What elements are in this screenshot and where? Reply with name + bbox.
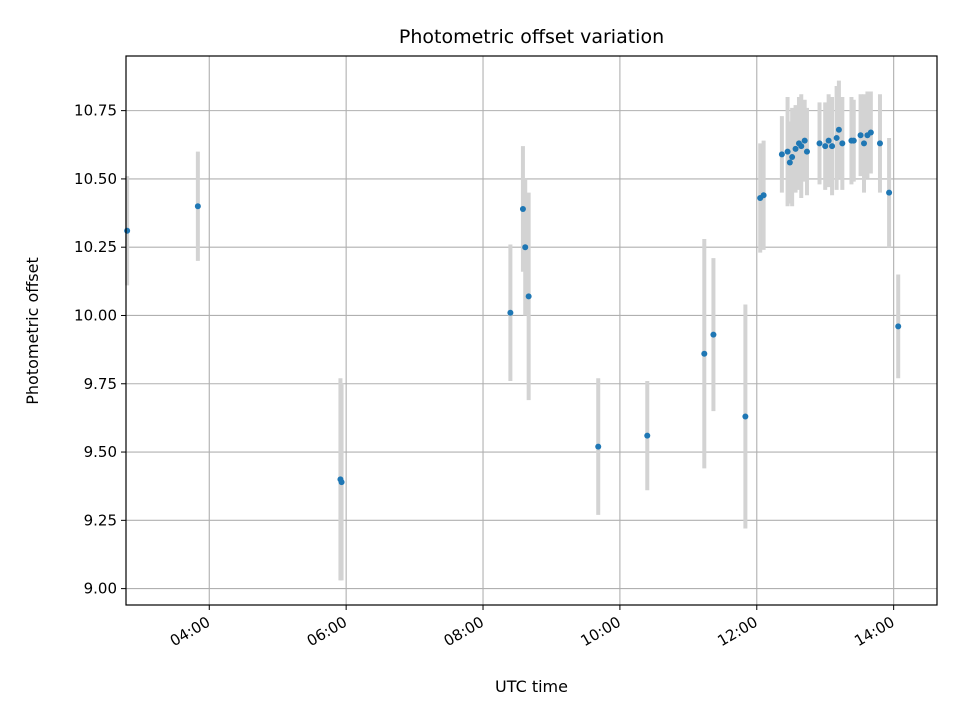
grid-lines [126,56,937,605]
data-point [886,189,893,196]
data-point [803,148,810,155]
data-point [833,134,840,141]
data-point [860,140,867,147]
y-tick-label: 9.00 [84,580,117,598]
y-tick-label: 10.75 [74,102,117,120]
x-axis-ticks: 04:00 06:00 08:00 10:00 12:00 14:00 [167,605,898,650]
data-points [124,126,902,486]
data-point [338,479,345,486]
data-point [710,331,717,338]
data-point [778,151,785,158]
data-point [789,154,796,161]
x-tick-label: 04:00 [167,613,213,650]
data-point [829,143,836,150]
data-point [895,323,902,330]
data-point [839,140,846,147]
y-tick-label: 9.25 [84,511,117,529]
data-point [857,132,864,139]
data-point [835,126,842,133]
chart-title: Photometric offset variation [399,26,664,48]
x-tick-label: 10:00 [577,613,623,650]
y-tick-label: 10.50 [74,170,117,188]
data-point [522,244,529,251]
data-point [742,413,749,420]
data-point [825,137,832,144]
data-point [124,227,131,234]
data-point [801,137,808,144]
data-point [792,145,799,152]
data-point [867,129,874,136]
y-axis-label: Photometric offset [23,257,42,405]
data-point [816,140,823,147]
data-point [876,140,883,147]
data-point [194,203,201,210]
data-point [760,192,767,199]
x-tick-label: 06:00 [304,613,350,650]
x-tick-label: 08:00 [441,613,487,650]
data-point [701,350,708,357]
y-tick-label: 9.75 [84,375,117,393]
y-axis-ticks: 9.00 9.25 9.50 9.75 10.00 10.25 10.50 10.75 [74,102,126,598]
data-point [507,309,514,316]
data-point [822,143,829,150]
data-point [644,432,651,439]
x-tick-label: 12:00 [714,613,760,650]
x-tick-label: 14:00 [851,613,897,650]
data-point [595,443,602,450]
data-point [519,205,526,212]
data-point [798,143,805,150]
x-axis-label: UTC time [495,677,568,696]
y-tick-label: 9.50 [84,443,117,461]
y-tick-label: 10.25 [74,238,117,256]
data-point [784,148,791,155]
data-point [525,293,532,300]
y-tick-label: 10.00 [74,306,117,324]
data-point [850,137,857,144]
data-point [786,159,793,166]
plot-frame [125,55,938,606]
